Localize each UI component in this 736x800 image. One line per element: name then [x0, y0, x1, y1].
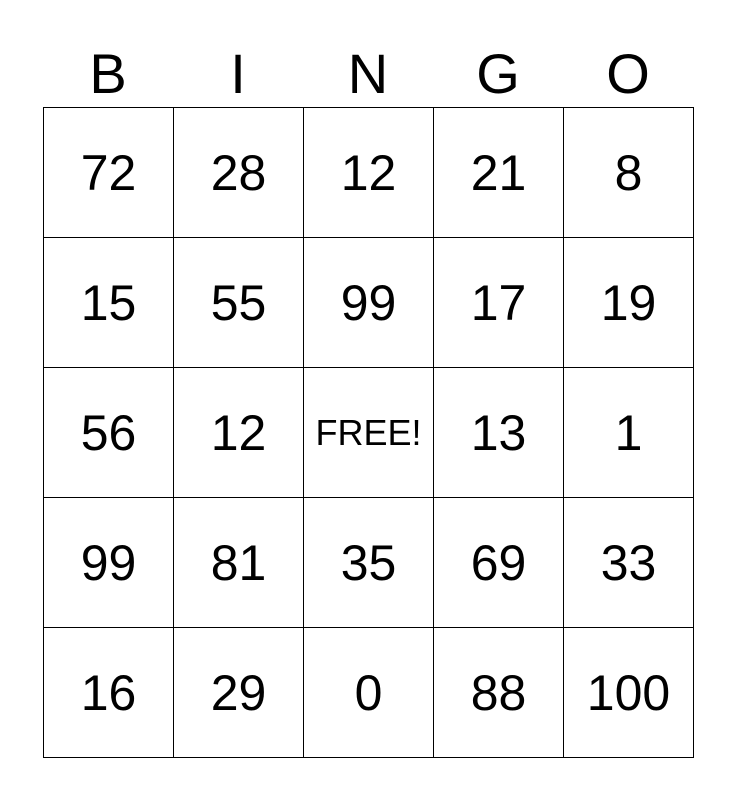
bingo-cell: 56 — [43, 367, 174, 498]
bingo-cell: 99 — [303, 237, 434, 368]
bingo-cell: 72 — [43, 107, 174, 238]
header-letter-b: B — [89, 42, 127, 105]
bingo-cell: 19 — [563, 237, 694, 368]
bingo-header: B I N G O — [43, 44, 693, 104]
bingo-cell: 35 — [303, 497, 434, 628]
bingo-cell: 8 — [563, 107, 694, 238]
header-letter-i: I — [230, 42, 246, 105]
free-space-cell: FREE! — [303, 367, 434, 498]
bingo-cell: 16 — [43, 627, 174, 758]
header-letter-o: O — [606, 42, 650, 105]
bingo-cell: 33 — [563, 497, 694, 628]
bingo-cell: 12 — [173, 367, 304, 498]
bingo-row: 16 29 0 88 100 — [43, 627, 694, 758]
bingo-cell: 88 — [433, 627, 564, 758]
bingo-cell: 99 — [43, 497, 174, 628]
bingo-cell: 29 — [173, 627, 304, 758]
bingo-cell: 21 — [433, 107, 564, 238]
bingo-cell: 12 — [303, 107, 434, 238]
header-letter-n: N — [347, 42, 389, 105]
bingo-grid: 72 28 12 21 8 15 55 99 17 19 56 12 FREE! 13 1 99 81 35 69 3… — [43, 107, 694, 758]
bingo-row: 99 81 35 69 33 — [43, 497, 694, 628]
header-letter-g: G — [476, 42, 520, 105]
bingo-row: 56 12 FREE! 13 1 — [43, 367, 694, 498]
bingo-cell: 81 — [173, 497, 304, 628]
bingo-cell: 0 — [303, 627, 434, 758]
bingo-cell: 13 — [433, 367, 564, 498]
bingo-cell: 69 — [433, 497, 564, 628]
bingo-row: 72 28 12 21 8 — [43, 107, 694, 238]
bingo-cell: 55 — [173, 237, 304, 368]
bingo-cell: 28 — [173, 107, 304, 238]
bingo-row: 15 55 99 17 19 — [43, 237, 694, 368]
bingo-cell: 15 — [43, 237, 174, 368]
bingo-cell: 1 — [563, 367, 694, 498]
bingo-cell: 100 — [563, 627, 694, 758]
bingo-cell: 17 — [433, 237, 564, 368]
